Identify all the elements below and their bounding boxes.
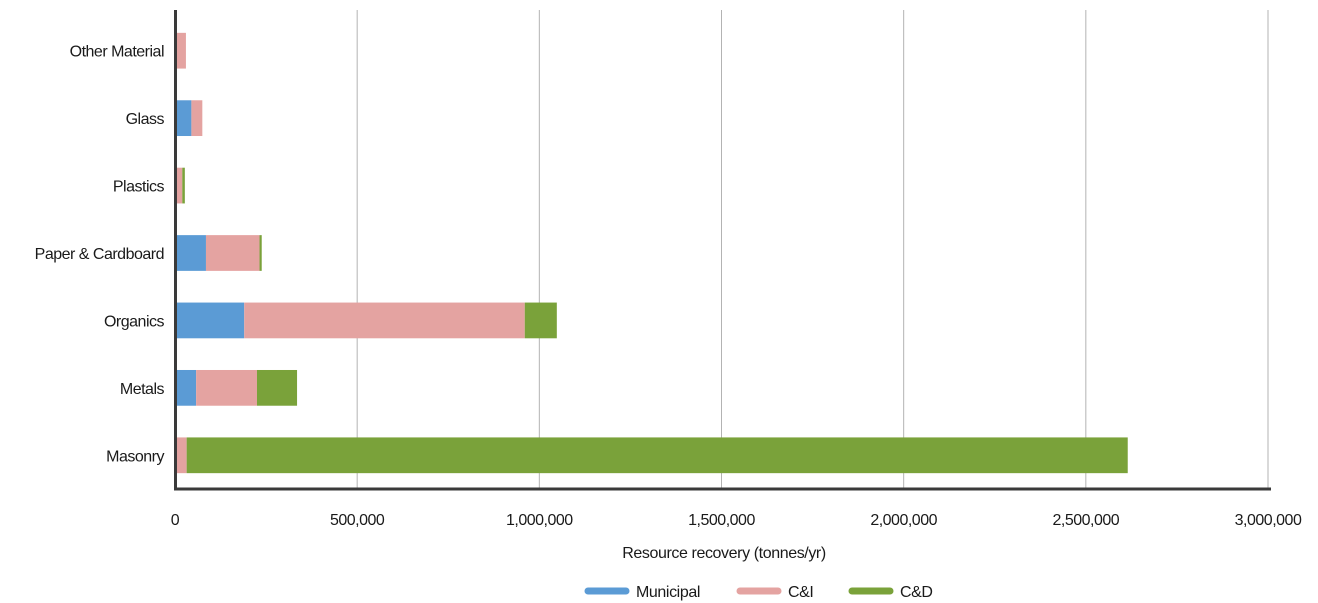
bar-plastics-c-i	[176, 167, 183, 204]
y-tick-label-plastics: Plastics	[113, 179, 165, 196]
bar-masonry-c-i	[176, 437, 187, 474]
bar-organics-municipal	[175, 302, 245, 339]
bar-paper-cardboard-c-d	[259, 235, 262, 271]
gridlines	[356, 10, 1269, 489]
x-tick-label: 500,000	[330, 512, 385, 529]
bar-glass-c-i	[191, 100, 203, 137]
bars	[175, 32, 1128, 474]
y-tick-label-masonry: Masonry	[106, 448, 164, 465]
y-tick-label-glass: Glass	[126, 111, 165, 128]
bar-metals-c-i	[196, 369, 257, 406]
bar-masonry-c-d	[186, 437, 1128, 474]
y-tick-label-paper-cardboard: Paper & Cardboard	[35, 246, 164, 263]
x-tick-label: 0	[171, 512, 180, 529]
bar-paper-cardboard-municipal	[175, 235, 206, 271]
x-tick-labels: 0 500,000 1,000,000 1,500,000 2,000,000 2,500…	[171, 512, 1303, 529]
legend-label-c-d: C&D	[900, 584, 933, 601]
x-tick-label: 1,500,000	[688, 512, 755, 529]
x-tick-label: 2,000,000	[870, 512, 937, 529]
bar-glass-municipal	[175, 100, 192, 137]
bar-organics-c-d	[524, 302, 557, 339]
y-tick-labels: Masonry Metals Organics Paper & Cardboard Pl…	[35, 44, 165, 466]
bar-organics-c-i	[244, 302, 525, 339]
axes	[174, 10, 1271, 491]
x-axis-title: Resource recovery (tonnes/yr)	[622, 545, 826, 562]
y-tick-label-metals: Metals	[120, 381, 165, 398]
legend: Municipal C&I C&D	[584, 584, 933, 601]
bar-other-material-c-i	[175, 32, 186, 69]
bar-plastics-c-d	[182, 167, 185, 204]
y-tick-label-organics: Organics	[104, 313, 165, 330]
y-tick-label-other-material: Other Material	[70, 44, 164, 61]
x-tick-label: 1,000,000	[506, 512, 573, 529]
bar-paper-cardboard-c-i	[205, 235, 260, 271]
bar-metals-municipal	[175, 369, 197, 406]
bar-metals-c-d	[256, 369, 298, 406]
legend-label-municipal: Municipal	[636, 584, 700, 601]
x-tick-label: 3,000,000	[1235, 512, 1302, 529]
legend-label-c-i: C&I	[788, 584, 813, 601]
x-tick-label: 2,500,000	[1052, 512, 1119, 529]
